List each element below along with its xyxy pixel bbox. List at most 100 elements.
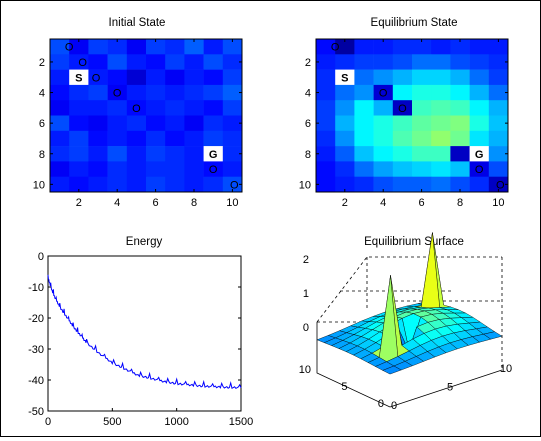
surface-ytick-label: 10 (299, 364, 311, 376)
initial-state-xtick-label: 10 (226, 197, 238, 209)
initial-state-cell (222, 146, 243, 162)
equilibrium-state-cell (335, 115, 355, 132)
initial-state-cell (165, 69, 185, 86)
initial-state-cell (146, 146, 166, 162)
initial-state-cell (165, 130, 185, 147)
initial-state-marker-o: O (65, 42, 74, 54)
initial-state-cell (203, 146, 224, 162)
equilibrium-state-marker-o: O (379, 88, 388, 100)
equilibrium-state-cell (412, 146, 432, 162)
initial-state-xtick-label: 2 (76, 197, 82, 209)
equilibrium-state-cell (431, 115, 451, 132)
initial-state-cell (203, 100, 224, 116)
initial-state-cell (203, 130, 224, 147)
initial-state-marker-o: O (230, 179, 239, 191)
surface-xtick-label: 0 (391, 400, 397, 412)
initial-state-cell (50, 115, 70, 132)
equilibrium-state-cell (469, 84, 490, 101)
equilibrium-state-cell (335, 84, 355, 101)
equilibrium-state-cell (431, 39, 451, 55)
initial-state-marker-o: O (209, 164, 218, 176)
energy-xtick-label: 1500 (229, 416, 253, 428)
energy-ytick-label: -10 (28, 282, 44, 294)
equilibrium-state-cell (335, 100, 355, 116)
energy-ytick-label: -40 (28, 375, 44, 387)
equilibrium-state-xtick-label: 2 (342, 197, 348, 209)
equilibrium-state-cell (488, 161, 509, 177)
equilibrium-state-cell (431, 161, 451, 177)
initial-state-cell (107, 146, 128, 162)
initial-state-cell (50, 69, 70, 86)
initial-state-cell (165, 39, 185, 55)
equilibrium-state-cell (373, 176, 394, 193)
equilibrium-state-cell (450, 39, 470, 55)
initial-state-cell (50, 161, 70, 177)
equilibrium-state-cell (373, 115, 394, 132)
initial-state-cell (146, 84, 166, 101)
initial-state-cell (88, 130, 108, 147)
initial-state-cell (203, 176, 224, 193)
initial-state-xtick-label: 6 (153, 197, 159, 209)
initial-state-cell (126, 100, 147, 116)
equilibrium-state-cell (488, 130, 509, 147)
equilibrium-state-heatmap (316, 39, 509, 193)
initial-state-cell (69, 100, 89, 116)
initial-state-cell (222, 39, 243, 55)
equilibrium-state-xtick-label: 10 (492, 197, 504, 209)
initial-state-cell (69, 146, 89, 162)
energy-ytick-label: 0 (38, 251, 44, 263)
initial-state-cell (146, 69, 166, 86)
equilibrium-state-cell (354, 54, 374, 70)
initial-state-ytick-label: 4 (39, 88, 45, 100)
initial-state-cell (146, 39, 166, 55)
equilibrium-state-cell (488, 84, 509, 101)
equilibrium-state-cell (450, 146, 470, 162)
equilibrium-state-ytick-label: 10 (299, 179, 311, 191)
equilibrium-state-cell (316, 176, 336, 193)
initial-state-ticks: 2 4 6 8 10 2 4 6 8 10 (33, 39, 242, 209)
equilibrium-state-ytick-label: 8 (305, 149, 311, 161)
equilibrium-state-cell (488, 176, 509, 193)
energy-xtick-label: 0 (45, 416, 51, 428)
energy-ytick-label: -30 (28, 344, 44, 356)
surface-mesh (316, 232, 503, 375)
equilibrium-state-cell (392, 69, 413, 86)
initial-state-cell (222, 100, 243, 116)
equilibrium-state-cell (316, 115, 336, 132)
energy-panel: Energy 0 500 1000 1500 0 -10 -20 -30 -40 -50 (28, 236, 253, 428)
equilibrium-state-cell (469, 115, 490, 132)
equilibrium-state-cell (373, 100, 394, 116)
initial-state-cell (222, 161, 243, 177)
initial-state-cell (69, 161, 89, 177)
initial-state-cell (203, 161, 224, 177)
equilibrium-state-marker-s: S (341, 72, 348, 84)
initial-state-marker-o: O (132, 103, 141, 115)
initial-state-cell (222, 69, 243, 86)
equilibrium-state-cell (450, 69, 470, 86)
equilibrium-state-xtick-label: 4 (380, 197, 386, 209)
initial-state-heatmap (50, 39, 243, 193)
equilibrium-state-title: Equilibrium State (371, 17, 458, 29)
surface-xtick-label: 10 (500, 363, 512, 375)
initial-state-cell (107, 130, 128, 147)
equilibrium-state-cell (392, 176, 413, 193)
equilibrium-state-marker-o: O (331, 42, 340, 54)
initial-state-cell (50, 84, 70, 101)
energy-title: Energy (126, 236, 163, 248)
initial-state-cell (107, 100, 128, 116)
equilibrium-state-cell (373, 161, 394, 177)
initial-state-cell (107, 54, 128, 70)
equilibrium-state-marker-g: G (475, 149, 484, 161)
initial-state-cell (126, 130, 147, 147)
equilibrium-state-cell (316, 100, 336, 116)
initial-state-cell (107, 161, 128, 177)
initial-state-cell (126, 115, 147, 132)
energy-ytick-label: -50 (28, 406, 44, 418)
equilibrium-state-ticks: 2 4 6 8 10 2 4 6 8 10 (299, 39, 508, 209)
surface-ytick-label: 0 (378, 398, 384, 410)
equilibrium-state-cell (488, 54, 509, 70)
equilibrium-state-cell (354, 39, 374, 55)
energy-xtick-label: 500 (103, 416, 121, 428)
surface-ztick-label: 2 (303, 254, 309, 266)
